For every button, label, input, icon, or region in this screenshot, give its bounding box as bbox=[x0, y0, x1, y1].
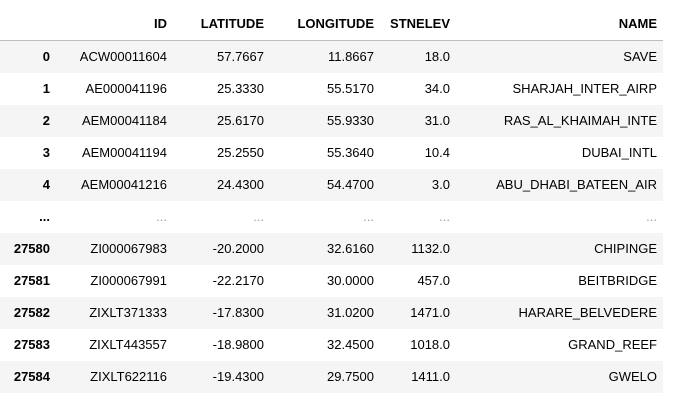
cell-longitude: 11.8667 bbox=[327, 49, 374, 64]
cell-id: ACW00011604 bbox=[79, 49, 167, 64]
cell-longitude: 55.5170 bbox=[327, 81, 374, 96]
table-row: 4 AEM00041216 24.4300 54.4700 3.0 ABU_DH… bbox=[0, 169, 663, 201]
cell-longitude: 55.9330 bbox=[327, 113, 374, 128]
cell-latitude: 25.2550 bbox=[217, 145, 264, 160]
cell-stnelev: 10.4 bbox=[424, 145, 450, 160]
table-row: 27581 ZI000067991 -22.2170 30.0000 457.0… bbox=[0, 265, 663, 297]
cell-id: ZI000067983 bbox=[90, 241, 167, 256]
row-index: 0 bbox=[42, 49, 50, 64]
header-stnelev: STNELEV bbox=[380, 8, 456, 41]
cell-longitude: 29.7500 bbox=[327, 369, 374, 384]
cell-name: SHARJAH_INTER_AIRP bbox=[512, 81, 657, 96]
table-row: 27582 ZIXLT371333 -17.8300 31.0200 1471.… bbox=[0, 297, 663, 329]
cell-stnelev: 31.0 bbox=[424, 113, 450, 128]
header-longitude: LONGITUDE bbox=[270, 8, 380, 41]
cell-name: CHIPINGE bbox=[594, 241, 657, 256]
table-row: 0 ACW00011604 57.7667 11.8667 18.0 SAVE bbox=[0, 40, 663, 73]
cell-longitude: 32.6160 bbox=[327, 241, 374, 256]
row-index: 1 bbox=[42, 81, 50, 96]
table-row: 2 AEM00041184 25.6170 55.9330 31.0 RAS_A… bbox=[0, 105, 663, 137]
cell-latitude: -18.9800 bbox=[212, 337, 264, 352]
table-row: 1 AE000041196 25.3330 55.5170 34.0 SHARJ… bbox=[0, 73, 663, 105]
cell-id: ... bbox=[156, 209, 167, 224]
cell-longitude: 31.0200 bbox=[327, 305, 374, 320]
cell-stnelev: 1018.0 bbox=[410, 337, 450, 352]
cell-name: ... bbox=[646, 209, 657, 224]
row-index: 27582 bbox=[13, 305, 50, 320]
cell-latitude: -19.4300 bbox=[212, 369, 264, 384]
header-row: ID LATITUDE LONGITUDE STNELEV NAME bbox=[0, 8, 663, 41]
cell-id: AEM00041194 bbox=[81, 145, 167, 160]
cell-stnelev: 1411.0 bbox=[411, 369, 450, 384]
cell-stnelev: 457.0 bbox=[417, 273, 450, 288]
cell-id: ZIXLT443557 bbox=[89, 337, 167, 352]
cell-name: RAS_AL_KHAIMAH_INTE bbox=[503, 113, 657, 128]
cell-latitude: 57.7667 bbox=[217, 49, 264, 64]
cell-name: BEITBRIDGE bbox=[578, 273, 657, 288]
row-index: 2 bbox=[42, 113, 50, 128]
row-index: 3 bbox=[42, 145, 50, 160]
header-latitude: LATITUDE bbox=[173, 8, 270, 41]
header-id: ID bbox=[56, 8, 173, 41]
cell-id: AEM00041184 bbox=[81, 113, 167, 128]
cell-stnelev: 34.0 bbox=[424, 81, 450, 96]
cell-stnelev: 1132.0 bbox=[411, 241, 450, 256]
cell-id: AEM00041216 bbox=[80, 177, 167, 192]
table-row: 27580 ZI000067983 -20.2000 32.6160 1132.… bbox=[0, 233, 663, 265]
cell-longitude: 55.3640 bbox=[327, 145, 374, 160]
header-name: NAME bbox=[456, 8, 663, 41]
cell-longitude: 30.0000 bbox=[327, 273, 374, 288]
cell-latitude: -20.2000 bbox=[212, 241, 264, 256]
cell-stnelev: 18.0 bbox=[424, 49, 450, 64]
cell-id: ZI000067991 bbox=[90, 273, 167, 288]
row-index: 27583 bbox=[13, 337, 50, 352]
cell-name: DUBAI_INTL bbox=[581, 145, 657, 160]
cell-latitude: 25.3330 bbox=[217, 81, 264, 96]
cell-latitude: 24.4300 bbox=[217, 177, 264, 192]
cell-longitude: 32.4500 bbox=[327, 337, 374, 352]
ellipsis-row: ... ... ... ... ... ... bbox=[0, 201, 663, 233]
row-index: ... bbox=[39, 209, 50, 224]
table-row: 27584 ZIXLT622116 -19.4300 29.7500 1411.… bbox=[0, 361, 663, 393]
cell-id: ZIXLT371333 bbox=[89, 305, 167, 320]
dataframe-table: ID LATITUDE LONGITUDE STNELEV NAME 0 ACW… bbox=[0, 8, 663, 393]
cell-name: SAVE bbox=[623, 49, 657, 64]
cell-name: GRAND_REEF bbox=[568, 337, 657, 352]
row-index: 4 bbox=[42, 177, 50, 192]
cell-latitude: ... bbox=[253, 209, 264, 224]
cell-longitude: ... bbox=[363, 209, 374, 224]
cell-id: AE000041196 bbox=[85, 81, 167, 96]
row-index: 27580 bbox=[13, 241, 50, 256]
cell-stnelev: 1471.0 bbox=[410, 305, 450, 320]
cell-stnelev: 3.0 bbox=[431, 177, 450, 192]
cell-latitude: -22.2170 bbox=[212, 273, 264, 288]
row-index: 27584 bbox=[13, 369, 50, 384]
table-row: 27583 ZIXLT443557 -18.9800 32.4500 1018.… bbox=[0, 329, 663, 361]
header-index bbox=[0, 8, 56, 41]
cell-name: GWELO bbox=[608, 369, 657, 384]
cell-longitude: 54.4700 bbox=[327, 177, 374, 192]
cell-stnelev: ... bbox=[439, 209, 450, 224]
cell-latitude: 25.6170 bbox=[217, 113, 264, 128]
cell-id: ZIXLT622116 bbox=[90, 369, 167, 384]
table-row: 3 AEM00041194 25.2550 55.3640 10.4 DUBAI… bbox=[0, 137, 663, 169]
cell-name: ABU_DHABI_BATEEN_AIR bbox=[496, 177, 657, 192]
row-index: 27581 bbox=[13, 273, 50, 288]
cell-name: HARARE_BELVEDERE bbox=[518, 305, 657, 320]
cell-latitude: -17.8300 bbox=[212, 305, 264, 320]
